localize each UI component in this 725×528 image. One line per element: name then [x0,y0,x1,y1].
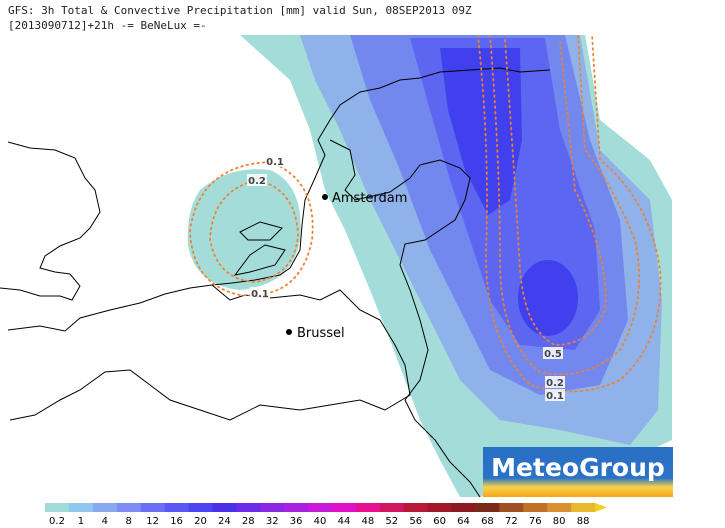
colorbar-segment [92,503,118,512]
colorbar-segment [331,503,357,512]
coastline [7,67,551,332]
colorbar-label: 44 [338,516,351,527]
colorbar-label: 52 [385,516,398,527]
colorbar-segment [547,503,572,512]
contour-label: 0.1 [266,157,284,168]
colorbar-segment [571,503,596,512]
contour-label-bg [265,155,285,167]
colorbar-label: 88 [577,516,590,527]
colorbar-label: 56 [409,516,422,527]
colorbar-label: 72 [505,516,518,527]
border [9,284,411,421]
contour-label: 0.1 [251,289,269,300]
contour-label-bg [545,376,565,388]
colorbar-label: 48 [362,516,375,527]
colorbar-segment [308,503,333,512]
colorbar-segment [355,503,381,512]
header-title: GFS: 3h Total & Convective Precipitation… [8,4,472,17]
colorbar-label: 60 [433,516,446,527]
colorbar-segment [403,503,429,512]
contour-line [489,34,640,376]
contour-line [209,179,299,283]
coastline [329,139,481,498]
colorbar-segment [499,503,524,512]
contour-label-bg [247,174,267,186]
colorbar-label: 32 [266,516,279,527]
contour-label: 0.2 [546,378,564,389]
colorbar-label: 16 [170,516,183,527]
colorbar-segment [284,503,309,512]
header-box [0,0,580,35]
colorbar-label: 20 [194,516,207,527]
colorbar-label: 68 [481,516,494,527]
contour-label-bg [543,347,563,359]
city-dot [286,329,292,335]
colorbar-segment [236,503,261,512]
colorbar-segment [451,503,476,512]
precip-area [440,48,522,215]
city-dot [322,194,328,200]
colorbar-segment [68,503,94,512]
colorbar-label: 28 [242,516,255,527]
colorbar-segment [427,503,453,512]
colorbar-segment [140,503,166,512]
colorbar-segment [260,503,285,512]
colorbar-segment [475,503,500,512]
contour-label: 0.1 [546,391,564,402]
colorbar-segment [188,503,213,512]
colorbar-label: 1 [78,516,84,527]
city-label: Amsterdam [332,191,407,206]
colorbar-segment [379,503,405,512]
contour-label: 0.2 [248,176,266,187]
colorbar-segment [212,503,237,512]
border [233,221,286,276]
colorbar-segment [164,503,189,512]
colorbar-segment [45,503,70,512]
city-label: Brussel [297,326,345,341]
logo-box [483,447,673,497]
colorbar-label: 36 [290,516,303,527]
precip-area [518,260,578,336]
colorbar-segment [116,503,142,512]
contour-label-bg [250,287,270,299]
colorbar-arrow [595,503,607,512]
colorbar-label: 80 [553,516,566,527]
contour-line [189,161,314,297]
colorbar-segment [523,503,548,512]
colorbar-label: 12 [146,516,159,527]
colorbar-label: 64 [457,516,470,527]
colorbar-label: 40 [314,516,327,527]
logo: MeteoGroup [491,453,665,482]
header-subtitle: [2013090712]+21h -= BeNeLux =- [8,19,207,32]
colorbar-label: 0.2 [49,516,65,527]
colorbar-label: 4 [102,516,108,527]
colorbar-label: 76 [529,516,542,527]
colorbar-label: 24 [218,516,231,527]
contour-label: 0.5 [544,349,562,360]
coastline [0,141,101,301]
colorbar-label: 8 [126,516,132,527]
contour-label-bg [545,389,565,401]
contour-line [504,39,607,346]
